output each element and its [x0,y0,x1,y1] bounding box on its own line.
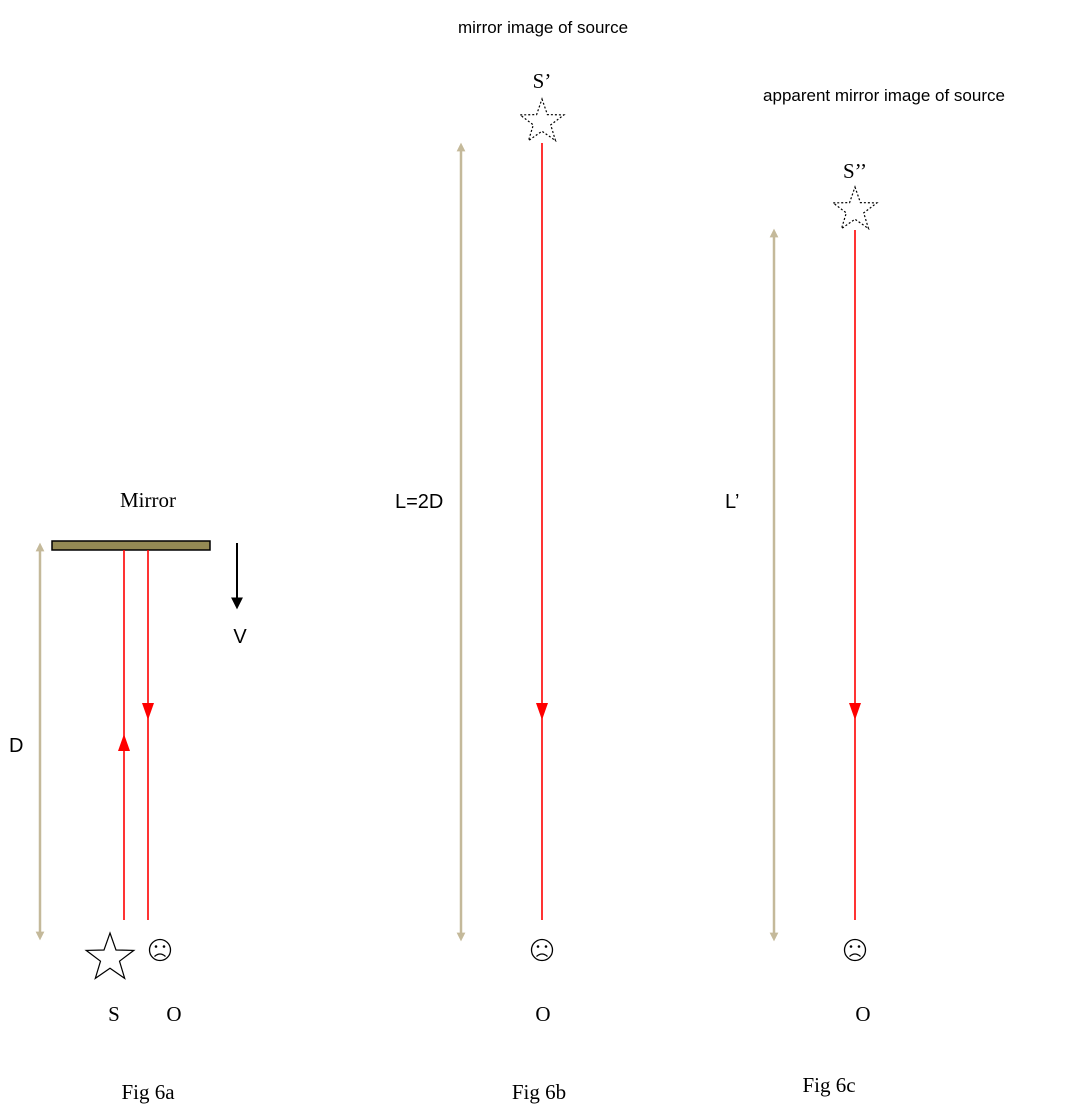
observer-c-frowning-face-icon [843,938,867,962]
incident-ray-arrowhead [118,734,130,751]
mirror [51,540,211,551]
fig-6a-caption: Fig 6a [121,1080,175,1104]
fig-6c: apparent mirror image of source S’’ L’ O… [725,86,1005,1097]
fig-6a: Mirror V D S O Fig 6a [9,488,247,1104]
observer-c-label: O [855,1002,870,1026]
observer-a-label: O [166,1002,181,1026]
source-image-dotted-star-icon [518,97,566,143]
distance-label: D [9,735,23,757]
image-s-double-prime-label: S’’ [843,159,867,183]
fig-6c-caption: Fig 6c [802,1073,855,1097]
apparent-ray-arrowhead [849,703,861,720]
apparent-image-dotted-star-icon [831,185,879,231]
source-star-icon [84,931,136,980]
observer-b-label: O [535,1002,550,1026]
fig-6b-caption: Fig 6b [512,1080,566,1104]
virtual-ray-arrowhead [536,703,548,720]
mirror-image-caption: mirror image of source [458,18,628,37]
image-s-prime-label: S’ [533,69,552,93]
apparent-mirror-image-caption: apparent mirror image of source [763,86,1005,105]
source-label: S [108,1002,120,1026]
fig-6b: mirror image of source S’ L=2D O Fig 6b [395,18,628,1104]
observer-a-frowning-face-icon [148,938,172,962]
path-length-label: L=2D [395,491,443,513]
mirror-label: Mirror [120,488,176,512]
reflected-ray-arrowhead [142,703,154,720]
apparent-path-length-label: L’ [725,491,739,513]
velocity-label: V [233,626,247,648]
observer-b-frowning-face-icon [530,938,554,962]
